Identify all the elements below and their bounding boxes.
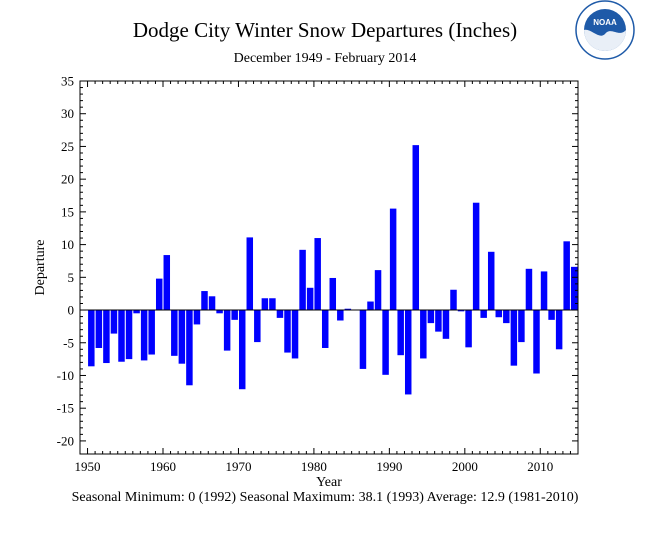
bar-1991	[397, 310, 404, 356]
bar-1952	[103, 310, 110, 364]
bar-2012	[555, 310, 563, 350]
bar-1984	[344, 308, 352, 311]
plot-frame	[79, 80, 579, 455]
bar-2001	[472, 202, 480, 311]
bar-1972	[254, 310, 261, 343]
bar-1966	[208, 296, 216, 311]
x-tick-label: 1960	[150, 459, 176, 474]
bar-1958	[148, 310, 155, 355]
bar-1957	[140, 310, 148, 361]
bar-1951	[95, 310, 103, 348]
bar-1970	[238, 310, 246, 390]
bar-1978	[299, 249, 306, 311]
y-tick-label: 35	[61, 74, 74, 89]
y-tick-label: -20	[57, 433, 74, 448]
bar-1996	[435, 310, 442, 332]
bar-1988	[374, 270, 382, 311]
chart-subtitle: December 1949 - February 2014	[233, 51, 417, 66]
bar-1981	[321, 310, 329, 348]
bar-1995	[427, 310, 435, 324]
y-tick-label: -10	[57, 368, 74, 383]
ticks-group: -20 -15 -10 -5 0 5 10 15 20 25 30 35 1950 1960 1970 198…	[57, 74, 579, 474]
bar-2004	[495, 310, 503, 318]
bar-2000	[465, 310, 472, 348]
y-tick-label: 0	[68, 303, 75, 318]
logo-text: NOAA	[593, 18, 617, 27]
bar-2014	[570, 266, 578, 311]
bar-1959	[155, 278, 163, 311]
bar-1999	[457, 310, 465, 312]
bar-1979	[306, 287, 314, 311]
bar-1998	[450, 289, 457, 311]
bar-2009	[533, 310, 540, 374]
bar-2008	[525, 268, 533, 311]
bar-1980	[314, 238, 321, 311]
bar-1954	[118, 310, 125, 362]
bar-1982	[329, 277, 337, 311]
x-tick-label: 2000	[452, 459, 478, 474]
bar-2011	[548, 310, 555, 320]
bar-1997	[442, 310, 450, 339]
bars-group	[88, 145, 578, 395]
bar-1967	[216, 310, 223, 314]
bar-1955	[125, 310, 133, 360]
bar-1961	[171, 310, 178, 356]
bar-1990	[389, 208, 397, 311]
x-tick-label: 2010	[527, 459, 553, 474]
bar-2010	[540, 271, 548, 311]
bar-1950	[88, 310, 95, 367]
x-tick-label: 1970	[225, 459, 251, 474]
chart-footer: Seasonal Minimum: 0 (1992) Seasonal Maxi…	[71, 490, 579, 505]
bar-1964	[193, 310, 201, 325]
y-tick-label: 10	[61, 237, 74, 252]
x-tick-label: 1990	[376, 459, 402, 474]
bar-1983	[337, 310, 344, 321]
y-tick-label: 15	[61, 204, 74, 219]
bar-2007	[518, 310, 525, 343]
bar-1962	[178, 310, 186, 364]
bar-1989	[382, 310, 389, 375]
bar-1976	[284, 310, 291, 353]
x-axis-title: Year	[316, 475, 342, 490]
x-tick-label: 1950	[75, 459, 101, 474]
bar-1977	[291, 310, 299, 359]
bar-2005	[503, 310, 510, 324]
y-axis-title: Departure	[33, 240, 48, 296]
bar-1975	[276, 310, 284, 318]
bar-2006	[510, 310, 518, 366]
bar-2002	[480, 310, 487, 318]
bar-1973	[261, 298, 269, 311]
y-tick-label: 30	[61, 106, 74, 121]
bar-1969	[231, 310, 238, 320]
x-tick-label: 1980	[301, 459, 327, 474]
y-tick-label: -5	[63, 335, 74, 350]
y-tick-label: 25	[61, 139, 74, 154]
bar-1956	[133, 310, 140, 314]
noaa-logo: NOAA	[575, 0, 635, 60]
bar-1974	[269, 298, 276, 311]
y-tick-label: 20	[61, 172, 74, 187]
bar-1987	[367, 301, 374, 311]
bar-2013	[563, 241, 570, 311]
bar-2003	[487, 251, 495, 311]
bar-1992	[404, 310, 412, 395]
y-tick-label: 5	[68, 270, 75, 285]
bar-1994	[420, 310, 427, 359]
bar-1971	[246, 237, 254, 311]
bar-1963	[186, 310, 193, 386]
bar-1960	[163, 255, 171, 311]
bar-1953	[110, 310, 118, 334]
bar-1965	[201, 291, 208, 311]
bar-1986	[359, 310, 367, 369]
chart-title: Dodge City Winter Snow Departures (Inche…	[132, 18, 518, 42]
y-tick-label: -15	[57, 401, 74, 416]
bar-1993	[412, 145, 420, 311]
bar-1968	[223, 310, 231, 351]
